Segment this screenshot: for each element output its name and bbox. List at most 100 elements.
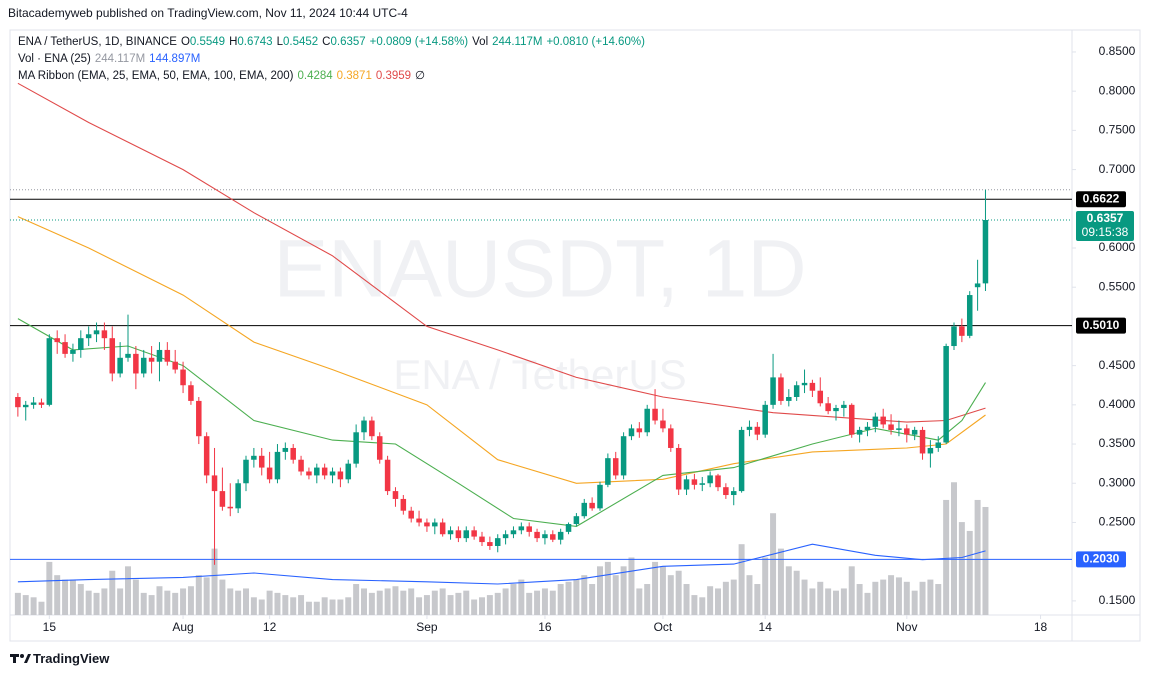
y-tick-label: 0.3000: [1099, 475, 1136, 489]
candle-body: [660, 420, 666, 429]
candle-body: [282, 447, 289, 452]
level-tag: [1076, 191, 1126, 208]
volume-bar: [203, 577, 210, 615]
candle-body: [321, 467, 328, 476]
candle-body: [675, 447, 682, 490]
candle-body: [140, 357, 147, 374]
candle-body: [746, 426, 753, 430]
volume-bar: [109, 570, 116, 615]
volume-bar: [636, 588, 643, 615]
volume-bar: [125, 566, 131, 615]
volume-bar: [384, 588, 391, 615]
volume-bar: [77, 584, 84, 615]
volume-bar: [581, 575, 588, 615]
legend-row: MA Ribbon (EMA, 25, EMA, 50, EMA, 100, E…: [18, 68, 649, 85]
candle-body: [156, 349, 163, 362]
volume-bar: [439, 588, 446, 615]
legend-item: 0.6743: [237, 36, 273, 48]
x-tick-label: 16: [538, 620, 552, 634]
candle-body: [597, 484, 603, 509]
volume-bar: [911, 590, 918, 615]
legend-item: +0.0809 (+14.58%): [369, 36, 469, 48]
volume-bar: [148, 595, 155, 615]
candle-body: [817, 390, 824, 404]
chart-frame: [9, 29, 1141, 642]
volume-bar: [982, 506, 989, 615]
level-label: 0.2030: [1083, 551, 1120, 565]
legend-row: Vol · ENA (25) 244.117M 144.897M: [18, 51, 649, 68]
level-tag: [1076, 551, 1126, 568]
candle-body: [691, 479, 698, 485]
candle-body: [164, 349, 171, 362]
watermark-name: ENA / TetherUS: [393, 351, 686, 398]
candle-body: [455, 530, 462, 539]
candle-body: [880, 416, 886, 425]
candle-body: [211, 475, 218, 492]
volume-bar: [172, 592, 179, 615]
candle-body: [518, 526, 525, 531]
watermark-symbol: ENAUSDT, 1D: [273, 224, 806, 315]
volume-bar: [974, 499, 981, 615]
volume-bar: [502, 588, 509, 615]
candle-body: [400, 498, 407, 511]
candle-body: [628, 428, 635, 437]
legend-item: 0.3871: [336, 70, 372, 82]
legend-item: 0.5549: [189, 36, 226, 48]
candle-body: [298, 459, 304, 472]
legend-item: MA Ribbon (EMA, 25, EMA, 50, EMA, 100, E…: [18, 70, 294, 82]
volume-bar: [817, 581, 824, 615]
volume-bar: [667, 575, 674, 615]
ma-line: [17, 543, 986, 585]
volume-bar: [282, 595, 289, 615]
candle-body: [723, 487, 729, 496]
volume-bar: [62, 579, 69, 615]
candle-body: [943, 346, 949, 443]
y-tick-label: 0.4500: [1099, 358, 1136, 372]
volume-bar: [30, 597, 37, 615]
y-tick-label: 0.8000: [1099, 83, 1136, 97]
volume-bar: [958, 522, 965, 615]
volume-bar: [943, 499, 950, 615]
candle-body: [919, 429, 926, 454]
x-tick-label: 12: [263, 620, 277, 634]
volume-bar: [156, 586, 163, 615]
candle-body: [730, 491, 737, 496]
volume-bar: [368, 592, 375, 615]
legend-item: ENA / TetherUS, 1D, BINANCE: [18, 36, 177, 48]
candle-body: [534, 531, 540, 539]
volume-bar: [479, 597, 485, 615]
candle-body: [770, 377, 776, 405]
volume-bar: [549, 590, 556, 615]
volume-bar: [455, 592, 462, 615]
volume-bar: [353, 584, 360, 615]
candle-body: [22, 404, 29, 408]
candle-body: [581, 502, 588, 517]
volume-bar: [872, 581, 879, 615]
candle-body: [683, 479, 690, 490]
publish-header: Bitacademyweb published on TradingView.c…: [8, 6, 408, 20]
legend-item: 144.897M: [149, 53, 201, 65]
volume-bar: [675, 570, 682, 615]
last-price-tag: [1076, 211, 1134, 242]
volume-bar: [117, 588, 124, 615]
candle-body: [974, 283, 981, 288]
candle-body: [542, 534, 548, 539]
candle-body: [290, 447, 296, 460]
volume-bar: [227, 588, 234, 615]
candle-body: [935, 442, 942, 448]
volume-bar: [471, 599, 478, 615]
last-price-label: 0.6357: [1087, 211, 1124, 225]
candle-body: [369, 420, 375, 437]
candle-body: [62, 342, 68, 354]
candle-body: [376, 436, 383, 460]
volume-bar: [431, 590, 438, 615]
candle-body: [439, 522, 446, 535]
volume-bar: [840, 588, 847, 615]
candle-body: [841, 404, 847, 408]
volume-bar: [290, 597, 297, 615]
candle-body: [959, 326, 965, 336]
level-label: 0.6622: [1083, 191, 1120, 205]
candle-body: [699, 483, 706, 485]
